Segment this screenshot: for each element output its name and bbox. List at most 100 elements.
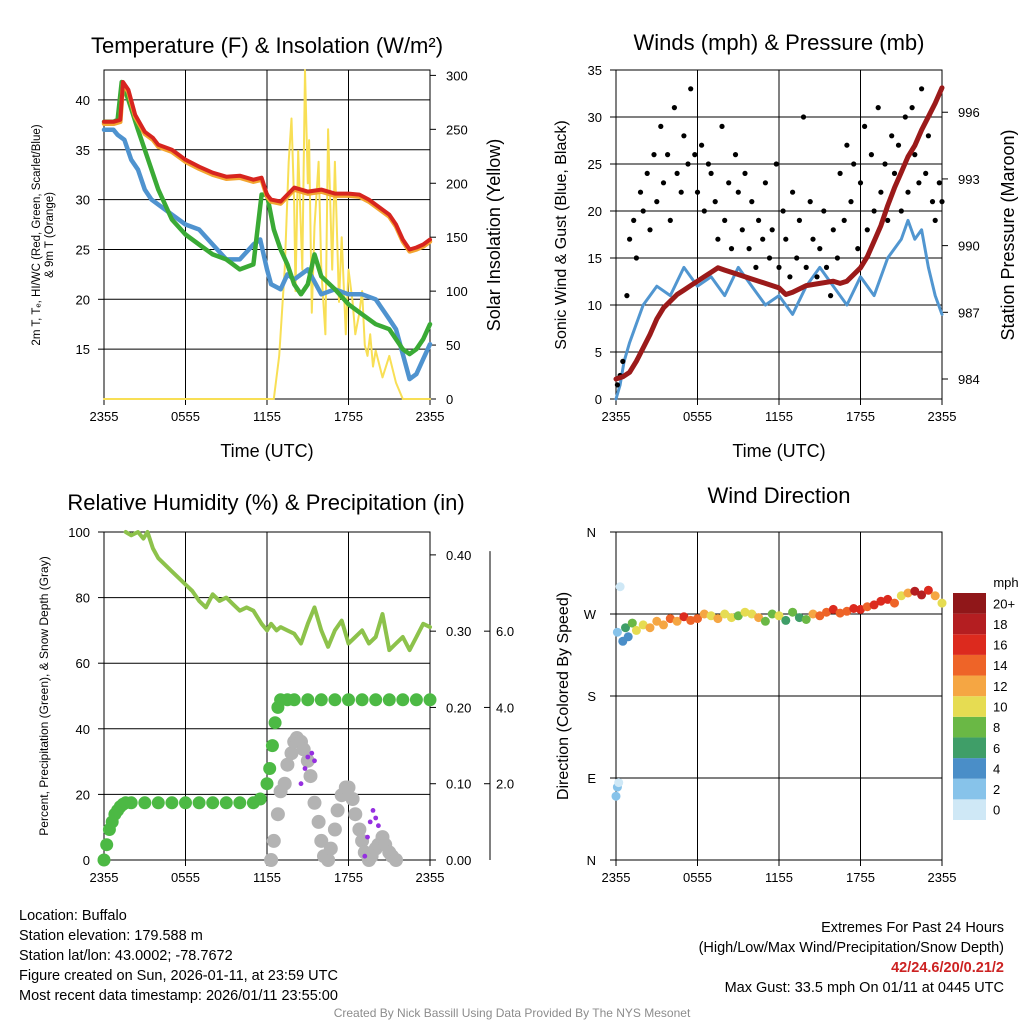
- gust-point: [699, 142, 705, 148]
- dir-ytick-label: S: [587, 689, 596, 704]
- gust-point: [783, 236, 789, 242]
- new-snow-point: [302, 766, 308, 771]
- direction-point: [856, 604, 865, 614]
- snow-depth-point: [348, 807, 363, 822]
- precip-point: [100, 838, 114, 852]
- dir-ytick-label: N: [587, 853, 596, 868]
- temp-xtick-label: 1155: [253, 409, 281, 424]
- dir-xtick-label: 1155: [765, 870, 793, 885]
- colorbar-label: 4: [993, 761, 1000, 776]
- gust-point: [739, 227, 745, 233]
- gust-point: [821, 208, 827, 214]
- rh-ytick-label: 0: [83, 853, 90, 868]
- dir-xtick-label: 2355: [602, 870, 631, 885]
- precip-point: [165, 796, 179, 810]
- snow-depth-point: [264, 853, 279, 867]
- direction-point: [767, 609, 777, 619]
- rh-y2tick-label: 0.40: [446, 548, 471, 563]
- gust-point: [855, 246, 861, 252]
- temp-ytick-label: 25: [76, 242, 90, 257]
- gust-point: [939, 199, 945, 205]
- gust-point: [780, 208, 786, 214]
- winds-y2tick-label: 987: [958, 305, 980, 320]
- winds-ytick-label: 0: [595, 392, 602, 407]
- direction-point: [614, 778, 624, 788]
- direction-point: [720, 609, 730, 619]
- colorbar-label: 0: [993, 803, 1000, 818]
- gust-point: [614, 382, 621, 388]
- precip-point: [314, 693, 328, 707]
- direction-point: [862, 602, 872, 612]
- max-gust-text: Max Gust: 33.5 mph On 01/11 at 0445 UTC: [724, 980, 1004, 996]
- winds-ylabel: Sonic Wind & Gust (Blue, Black): [553, 120, 570, 349]
- rh-y2tick-label: 0.20: [446, 700, 471, 715]
- direction-point: [781, 615, 791, 625]
- humidity-line: [123, 530, 432, 653]
- new-snow-point: [376, 823, 381, 829]
- gust-point: [671, 105, 678, 111]
- gust-point: [916, 180, 922, 186]
- rh-ytick-label: 100: [68, 525, 90, 540]
- direction-point: [794, 613, 804, 623]
- temp-xtick-label: 1755: [334, 409, 363, 424]
- colorbar-swatch: [953, 778, 986, 800]
- gust-point: [756, 217, 762, 223]
- precip-point: [138, 796, 152, 810]
- direction-point: [835, 608, 845, 618]
- temp-ylabel-line: 2m T, Tₑ, HI/WC (Red, Green, Scarlet/Blu…: [31, 124, 43, 345]
- gust-point: [851, 161, 857, 167]
- temp-xlabel: Time (UTC): [220, 441, 313, 461]
- gust-point: [871, 208, 877, 214]
- colorbar-label: 18: [993, 617, 1007, 632]
- snow-depth-point: [266, 833, 281, 848]
- winds-ytick-label: 35: [588, 63, 602, 78]
- gust-point: [762, 180, 769, 186]
- colorbar-swatch: [953, 675, 986, 697]
- pressure-line: [613, 85, 945, 382]
- colorbar-swatch: [953, 593, 986, 614]
- snow-depth-point: [330, 803, 345, 818]
- temp-y2tick-label: 200: [446, 176, 468, 191]
- gust-point: [834, 255, 841, 261]
- gust-point: [647, 227, 653, 233]
- temp-ylabel: 2m T, Tₑ, HI/WC (Red, Green, Scarlet/Blu…: [31, 124, 56, 345]
- winds-xtick-label: 1755: [846, 409, 875, 424]
- snow-depth-point: [314, 833, 329, 848]
- precip-point: [301, 693, 315, 707]
- rh-y2tick-label: 0.30: [446, 624, 471, 639]
- temp-axes: 2355 0555 1155 1755 2355 15 20 25 30 35 40 0 50 100 15…: [31, 33, 504, 461]
- temp-y2tick-label: 150: [446, 230, 468, 245]
- rh-xtick-label: 2355: [90, 870, 119, 885]
- dir-xtick-label: 2355: [928, 870, 957, 885]
- rh-y3tick-label: 2.0: [496, 777, 514, 792]
- gust-point: [742, 170, 748, 176]
- new-snow-point: [367, 819, 373, 825]
- precip-point: [192, 796, 206, 810]
- direction-point: [679, 612, 689, 622]
- gust-point: [936, 180, 942, 186]
- gust-point: [844, 142, 850, 148]
- new-snow-point: [370, 808, 376, 813]
- precip-point: [124, 796, 138, 810]
- gust-point: [644, 170, 650, 176]
- winds-y2tick-label: 990: [958, 239, 980, 254]
- gust-point: [735, 189, 741, 195]
- direction-point: [801, 615, 811, 624]
- winds-ytick-label: 30: [588, 110, 602, 125]
- rh-xtick-label: 2355: [416, 870, 445, 885]
- extremes-panel: Extremes For Past 24 Hours (High/Low/Max…: [699, 918, 1004, 998]
- snow-depth-point: [311, 814, 326, 829]
- winds-ytick-label: 10: [588, 298, 602, 313]
- snow-depth-point: [296, 742, 311, 757]
- winds-xtick-label: 0555: [683, 409, 712, 424]
- temp-xtick-label: 2355: [416, 409, 445, 424]
- gust-point: [796, 217, 803, 223]
- gust-point: [882, 161, 888, 167]
- gust-point: [817, 246, 823, 252]
- new-snow-point: [312, 758, 317, 764]
- gust-point: [919, 86, 925, 92]
- temp-y2tick-label: 300: [446, 68, 468, 83]
- gust-point: [875, 105, 881, 111]
- rh-ytick-label: 80: [76, 591, 90, 606]
- extremes-title: Extremes For Past 24 Hours: [821, 920, 1004, 936]
